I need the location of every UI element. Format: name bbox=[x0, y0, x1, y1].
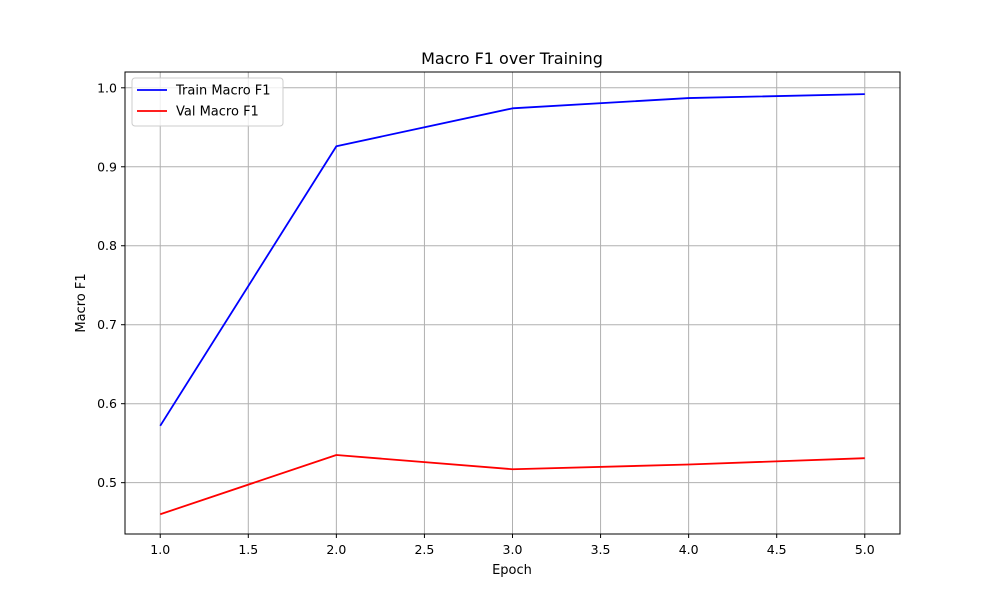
y-axis-ticks: 0.5 0.6 0.7 0.8 0.9 1.0 bbox=[97, 80, 125, 490]
series-line bbox=[159, 93, 865, 427]
y-axis-label: Macro F1 bbox=[74, 273, 89, 332]
y-tick-label: 0.7 bbox=[97, 317, 117, 332]
x-tick-label: 2.0 bbox=[326, 542, 346, 557]
x-tick-label: 2.5 bbox=[414, 542, 434, 557]
y-tick-label: 0.8 bbox=[97, 238, 117, 253]
legend-label: Train Macro F1 bbox=[175, 84, 271, 99]
series-line bbox=[159, 454, 865, 516]
legend: Train Macro F1 Val Macro F1 bbox=[131, 77, 284, 127]
grid bbox=[125, 72, 900, 534]
y-tick-label: 0.6 bbox=[97, 396, 117, 411]
chart-title: Macro F1 over Training bbox=[421, 49, 603, 68]
x-tick-label: 4.0 bbox=[679, 542, 699, 557]
x-axis-label: Epoch bbox=[492, 563, 532, 578]
y-tick-label: 0.9 bbox=[97, 159, 117, 174]
x-tick-label: 3.5 bbox=[591, 542, 611, 557]
x-tick-label: 1.5 bbox=[238, 542, 258, 557]
x-tick-label: 5.0 bbox=[855, 542, 875, 557]
x-tick-label: 4.5 bbox=[767, 542, 787, 557]
x-tick-label: 3.0 bbox=[503, 542, 523, 557]
x-axis-ticks: 1.0 1.5 2.0 2.5 3.0 3.5 4.0 4.5 5.0 bbox=[150, 534, 875, 557]
plot-lines bbox=[159, 93, 865, 516]
legend-box bbox=[131, 77, 284, 127]
y-tick-label: 0.5 bbox=[97, 475, 117, 490]
x-tick-label: 1.0 bbox=[150, 542, 170, 557]
y-tick-label: 1.0 bbox=[97, 80, 117, 95]
legend-label: Val Macro F1 bbox=[176, 105, 259, 120]
